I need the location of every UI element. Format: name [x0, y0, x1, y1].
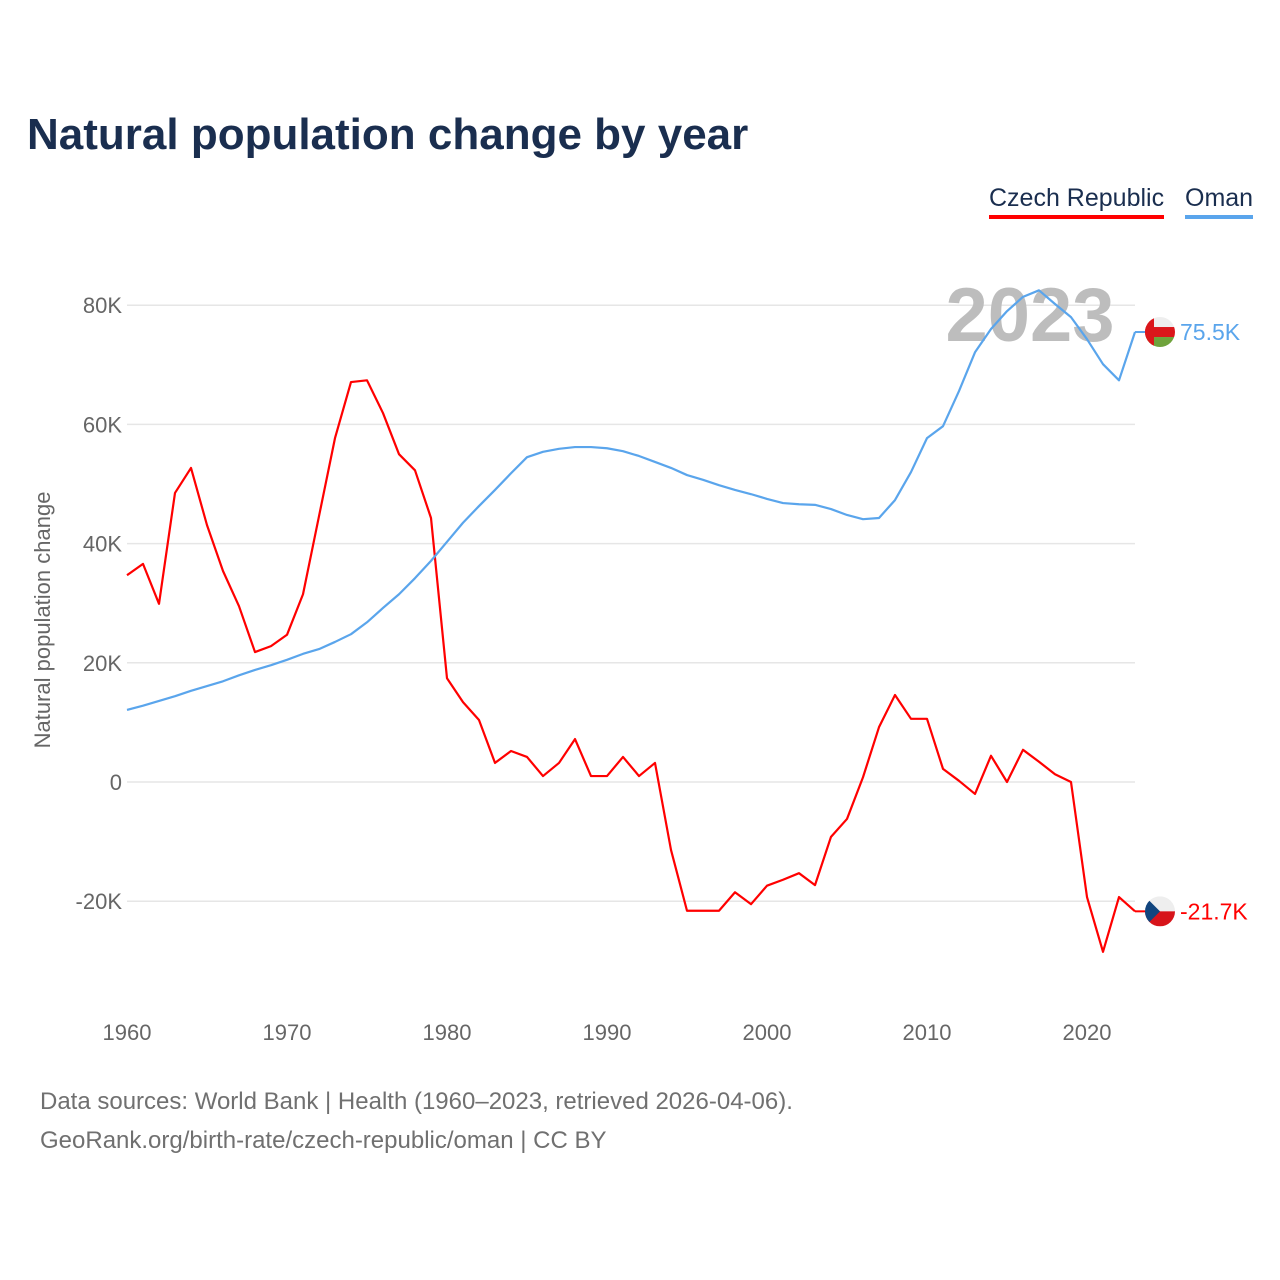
end-value-label: 75.5K	[1180, 319, 1241, 345]
x-tick-label: 2010	[903, 1020, 952, 1045]
x-tick-label: 2000	[743, 1020, 792, 1045]
series-line-czech-republic[interactable]	[126, 379, 1136, 953]
y-tick-label: 0	[110, 770, 122, 795]
source-url: GeoRank.org/birth-rate/czech-republic/om…	[40, 1127, 607, 1154]
czech-flag-icon	[1145, 896, 1175, 927]
year-overlay: 2023	[945, 273, 1114, 358]
y-tick-label: 40K	[83, 532, 122, 557]
x-tick-label: 1960	[103, 1020, 152, 1045]
x-tick-label: 1980	[423, 1020, 472, 1045]
y-tick-label: 20K	[83, 651, 122, 676]
y-axis-label: Natural population change	[30, 492, 55, 749]
y-tick-label: 80K	[83, 293, 122, 318]
series-line-oman[interactable]	[126, 289, 1137, 711]
source-text: Data sources: World Bank | Health (1960–…	[40, 1088, 793, 1115]
x-tick-label: 1970	[263, 1020, 312, 1045]
legend-oman[interactable]: Oman	[1185, 184, 1254, 219]
x-tick-label: 2020	[1063, 1020, 1112, 1045]
legend-czech-republic[interactable]: Czech Republic	[989, 184, 1165, 219]
oman-flag-icon	[1145, 317, 1175, 348]
x-tick-label: 1990	[583, 1020, 632, 1045]
y-tick-label: -20K	[76, 889, 123, 914]
y-tick-label: 60K	[83, 412, 122, 437]
end-value-label: -21.7K	[1180, 898, 1248, 924]
chart-title: Natural population change by year	[27, 110, 749, 159]
